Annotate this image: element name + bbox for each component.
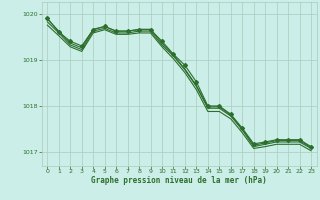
X-axis label: Graphe pression niveau de la mer (hPa): Graphe pression niveau de la mer (hPa)	[91, 176, 267, 185]
